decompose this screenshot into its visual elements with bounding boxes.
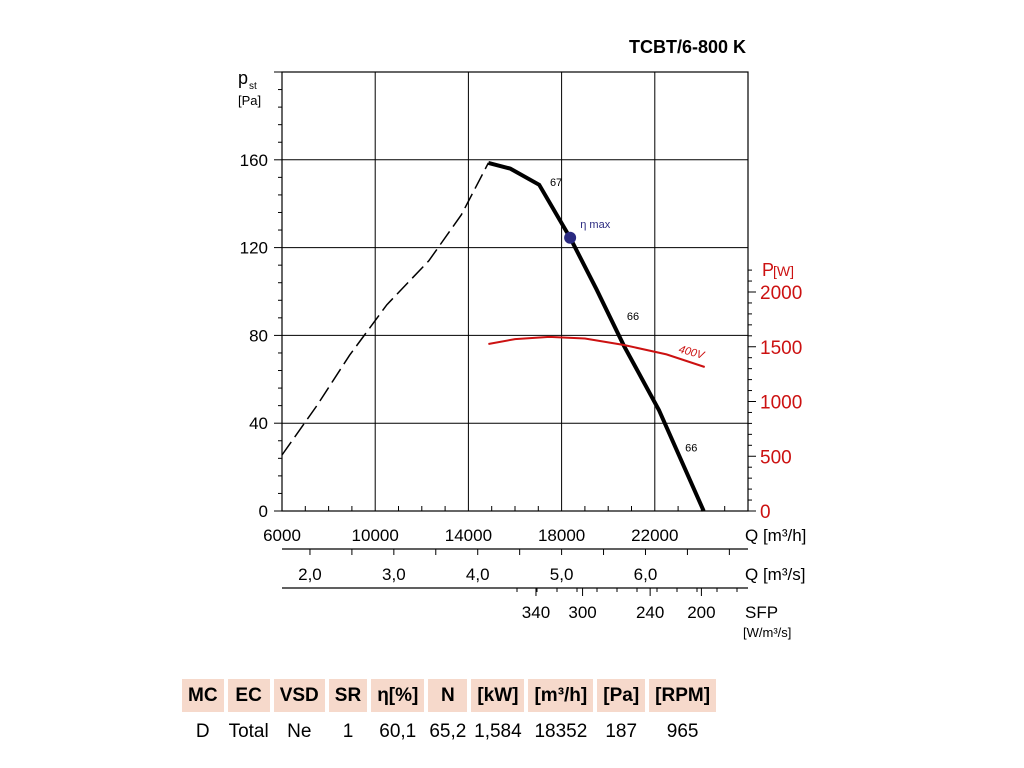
y2-axis-unit: [W]	[773, 263, 794, 279]
sfp-tick-label: 200	[687, 603, 715, 622]
table-value-cell: 1,584	[474, 721, 522, 742]
x2-tick-label: 4,0	[466, 565, 490, 584]
chart-title: TCBT/6-800 K	[629, 37, 746, 57]
sfp-tick-label: 300	[568, 603, 596, 622]
spec-header-row: MC EC VSD SR η[%] N [kW] [m³/h] [Pa] [RPM]	[182, 679, 717, 712]
y2-axis-label: P	[762, 260, 774, 280]
y2-tick-label: 1000	[760, 393, 802, 414]
y2-tick-label: 1500	[760, 338, 802, 359]
curve-pressure-unstable	[281, 162, 490, 456]
x2-tick-label: 5,0	[550, 565, 574, 584]
y-axis-label-sub: st	[249, 81, 257, 92]
table-header-cell: [kW]	[471, 679, 525, 712]
sfp-tick-label: 240	[636, 603, 664, 622]
performance-chart: 6000 10000 14000 18000 22000 0 40 80 120 160 0 500 1…	[238, 37, 806, 640]
y-tick-label: 0	[259, 502, 268, 521]
eta-max-point	[564, 231, 577, 244]
y2-tick-label: 0	[760, 502, 771, 523]
table-header-cell: SR	[328, 679, 368, 712]
y-tick-label: 160	[240, 151, 268, 170]
curve-annotation: 67	[550, 177, 562, 189]
y-axis-label: p	[238, 68, 248, 88]
table-value-cell: 18352	[534, 721, 588, 742]
x-tick-label: 10000	[352, 526, 399, 545]
table-value-cell: 965	[666, 721, 699, 742]
table-value-cell: 65,2	[429, 721, 467, 742]
x2-tick-label: 3,0	[382, 565, 406, 584]
table-header-cell: EC	[227, 679, 270, 712]
table-value-cell: Total	[228, 721, 269, 742]
table-value-cell: Ne	[287, 721, 312, 742]
curve-pressure	[487, 160, 706, 512]
table-header-cell: VSD	[273, 679, 325, 712]
y-axis-unit: [Pa]	[238, 93, 261, 108]
x2-axis-label: Q [m³/s]	[745, 565, 805, 584]
y2-tick-label: 2000	[760, 283, 802, 304]
curve-annotation: 66	[685, 443, 697, 455]
spec-table: MC EC VSD SR η[%] N [kW] [m³/h] [Pa] [RPM] D Total…	[178, 679, 720, 752]
table-header-cell: MC	[182, 679, 224, 712]
x2-tick-label: 6,0	[634, 565, 658, 584]
x-tick-label: 14000	[445, 526, 492, 545]
spec-value-row: D Total Ne 1 60,1 65,2 1,584 18352 187 965	[182, 712, 716, 752]
table-value-cell: 187	[605, 721, 638, 742]
plot-frame	[281, 71, 749, 512]
table-header-cell: η[%]	[371, 679, 425, 712]
y-tick-label: 120	[240, 239, 268, 258]
table-value-cell: D	[195, 721, 210, 742]
x3-axis-label: SFP	[745, 603, 778, 622]
table-header-cell: [Pa]	[597, 679, 646, 712]
x-tick-label: 22000	[631, 526, 678, 545]
curve-annotation: η max	[580, 219, 610, 231]
table-value-cell: 1	[342, 721, 354, 742]
x-tick-label: 18000	[538, 526, 585, 545]
table-value-cell: 60,1	[379, 721, 417, 742]
table-header-cell: [RPM]	[649, 679, 717, 712]
x-axis-label: Q [m³/h]	[745, 526, 806, 545]
x2-tick-label: 2,0	[298, 565, 322, 584]
curve-annotation: 66	[627, 311, 639, 323]
table-header-cell: N	[428, 679, 468, 712]
x-tick-label: 6000	[263, 526, 301, 545]
y2-tick-label: 500	[760, 447, 792, 468]
table-header-cell: [m³/h]	[528, 679, 594, 712]
curve-power-400V	[488, 335, 706, 368]
y-tick-label: 40	[249, 414, 268, 433]
x3-axis-unit: [W/m³/s]	[743, 625, 791, 640]
y-tick-label: 80	[249, 326, 268, 345]
sfp-tick-label: 340	[522, 603, 550, 622]
